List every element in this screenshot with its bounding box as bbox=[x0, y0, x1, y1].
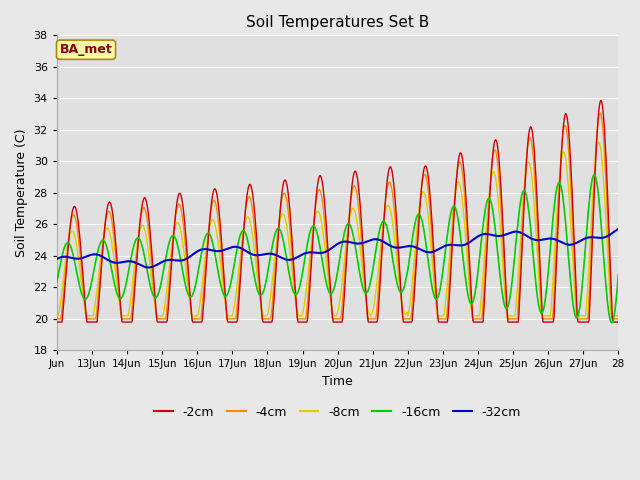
-16cm bbox=[456, 233, 464, 239]
-2cm bbox=[53, 319, 61, 325]
-8cm bbox=[595, 139, 602, 145]
-16cm bbox=[608, 320, 616, 325]
-16cm bbox=[591, 172, 598, 178]
Text: BA_met: BA_met bbox=[60, 43, 113, 56]
-32cm bbox=[62, 254, 70, 260]
-16cm bbox=[614, 272, 622, 277]
Title: Soil Temperatures Set B: Soil Temperatures Set B bbox=[246, 15, 429, 30]
-2cm bbox=[177, 191, 184, 197]
-2cm bbox=[510, 319, 518, 325]
-16cm bbox=[130, 243, 138, 249]
Line: -4cm: -4cm bbox=[57, 113, 618, 319]
-32cm bbox=[527, 236, 535, 241]
-4cm bbox=[62, 267, 70, 273]
-8cm bbox=[456, 184, 464, 190]
-4cm bbox=[527, 136, 534, 142]
-4cm bbox=[177, 204, 184, 209]
-8cm bbox=[62, 258, 70, 264]
-4cm bbox=[456, 160, 464, 166]
-2cm bbox=[62, 276, 70, 282]
-16cm bbox=[62, 242, 70, 248]
-32cm bbox=[458, 242, 465, 248]
-16cm bbox=[177, 256, 184, 262]
Line: -8cm: -8cm bbox=[57, 142, 618, 316]
-16cm bbox=[53, 279, 61, 285]
Y-axis label: Soil Temperature (C): Soil Temperature (C) bbox=[15, 129, 28, 257]
X-axis label: Time: Time bbox=[322, 375, 353, 388]
-32cm bbox=[614, 226, 622, 232]
-32cm bbox=[511, 229, 518, 235]
-2cm bbox=[597, 97, 605, 103]
-4cm bbox=[510, 316, 518, 322]
-4cm bbox=[614, 316, 622, 322]
Line: -2cm: -2cm bbox=[57, 100, 618, 322]
-8cm bbox=[177, 226, 184, 232]
-32cm bbox=[145, 264, 152, 270]
-8cm bbox=[53, 313, 61, 319]
-32cm bbox=[53, 256, 61, 262]
-4cm bbox=[130, 288, 138, 294]
-2cm bbox=[527, 124, 534, 130]
-16cm bbox=[527, 225, 534, 231]
-4cm bbox=[53, 316, 61, 322]
-8cm bbox=[527, 166, 534, 171]
-32cm bbox=[130, 259, 138, 265]
-32cm bbox=[177, 258, 185, 264]
-2cm bbox=[456, 150, 464, 156]
Legend: -2cm, -4cm, -8cm, -16cm, -32cm: -2cm, -4cm, -8cm, -16cm, -32cm bbox=[149, 401, 526, 424]
Line: -16cm: -16cm bbox=[57, 175, 618, 323]
-8cm bbox=[614, 313, 622, 319]
-2cm bbox=[614, 319, 622, 325]
Line: -32cm: -32cm bbox=[57, 229, 618, 267]
-2cm bbox=[130, 301, 138, 307]
-4cm bbox=[596, 110, 604, 116]
-16cm bbox=[510, 262, 518, 268]
-8cm bbox=[510, 313, 518, 319]
-8cm bbox=[130, 272, 138, 277]
